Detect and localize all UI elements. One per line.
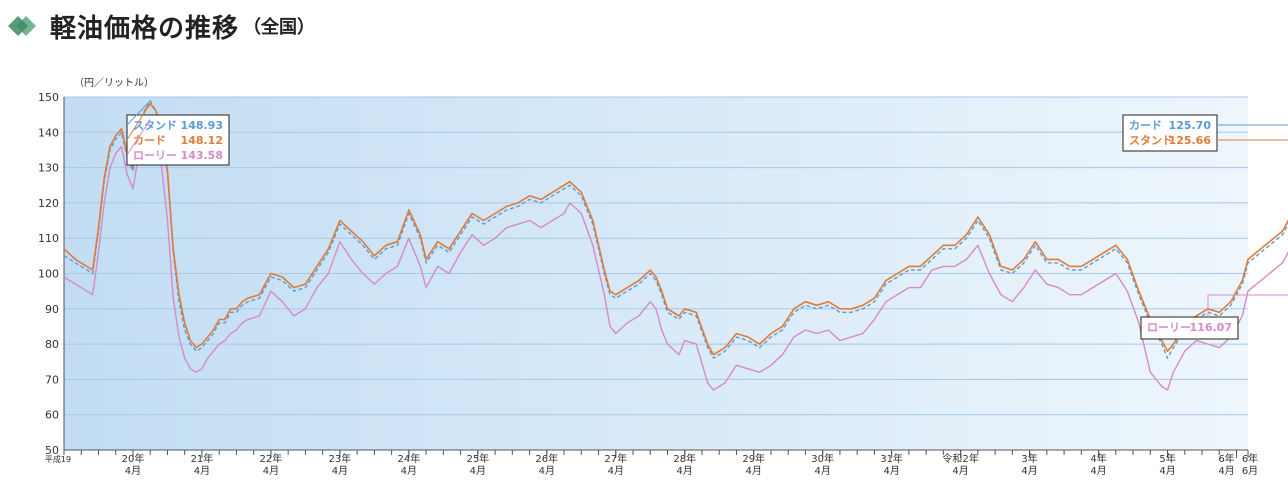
x-tick-label: 4月: [1090, 465, 1106, 477]
callout-name: カード: [1129, 119, 1162, 132]
y-tick-label: 140: [38, 126, 59, 139]
x-tick-label: 4月: [746, 465, 762, 477]
x-tick-label: 4月: [470, 465, 486, 477]
x-tick-label: 4月: [952, 465, 968, 477]
x-tick-label: 28年: [673, 452, 696, 465]
x-tick-label: 4年: [1090, 452, 1106, 465]
callout-name: スタンド: [1129, 134, 1173, 147]
x-tick-label: 25年: [466, 452, 489, 465]
x-tick-label: 4月: [814, 465, 830, 477]
callout-leader-line: [126, 119, 151, 156]
x-tick-label: 24年: [397, 452, 420, 465]
callout-value: 143.58: [181, 149, 223, 162]
callout-name: ローリー: [133, 149, 177, 162]
x-tick-label: 20年: [122, 452, 145, 465]
y-tick-label: 100: [38, 268, 59, 281]
x-tick-label: 平成19: [45, 454, 71, 464]
callout-value: 148.93: [181, 119, 223, 132]
x-tick-label: 6年: [1242, 452, 1258, 465]
y-axis-unit-label: （円／リットル）: [74, 77, 154, 89]
x-tick-label: 29年: [742, 452, 765, 465]
callout-leader-line: [126, 100, 151, 126]
y-tick-label: 120: [38, 197, 59, 210]
x-tick-label: 4月: [677, 465, 693, 477]
title-block: 軽油価格の推移 （全国）: [6, 8, 315, 44]
y-tick-label: 130: [38, 162, 59, 175]
callout-box-peak: [126, 114, 230, 166]
y-tick-label: 150: [38, 91, 59, 104]
x-tick-label: 26年: [535, 452, 558, 465]
series-lines: [63, 100, 1288, 391]
x-tick-label: 5年: [1159, 452, 1175, 465]
callout-value: 116.07: [1190, 321, 1232, 334]
x-tick-label: 4月: [539, 465, 555, 477]
callout-box-latest-top: [1122, 114, 1218, 152]
series-line-lorry: [63, 119, 1288, 391]
callout-leader-line: [1207, 294, 1288, 317]
y-tick-label: 90: [45, 303, 59, 316]
x-tick-label: 4月: [194, 465, 210, 477]
x-tick-label: 23年: [329, 452, 352, 465]
callout-leader-line: [126, 103, 151, 141]
x-tick-label: 31年: [880, 452, 903, 465]
x-tick-label: 4月: [332, 465, 348, 477]
x-tick-label: 4月: [401, 465, 417, 477]
y-tick-label: 60: [45, 409, 59, 422]
x-tick-label: 4月: [1159, 465, 1175, 477]
axes: （円／リットル） 50 60 70 80 90 100 110 120 130 140 150 平成19…: [38, 77, 1258, 477]
x-tick-label: 4月: [883, 465, 899, 477]
x-tick-label: 4月: [1021, 465, 1037, 477]
x-tick-label: 21年: [191, 452, 214, 465]
callout-value: 125.70: [1169, 119, 1212, 132]
x-tick-label: 22年: [260, 452, 283, 465]
callout-name: ローリー: [1147, 321, 1191, 334]
chart-subtitle: （全国）: [243, 17, 316, 38]
x-tick-label: 4月: [1218, 465, 1234, 477]
series-line-card: [63, 102, 1288, 356]
callout-value: 125.66: [1169, 134, 1212, 147]
x-tick-label: 6月: [1242, 465, 1258, 477]
x-tick-label: 4月: [125, 465, 141, 477]
y-tick-label: 70: [45, 373, 59, 386]
x-tick-label: 6年: [1218, 452, 1234, 465]
diamond-bullet-icon: [8, 16, 36, 36]
x-tick-label: 4月: [263, 465, 279, 477]
y-tick-label: 80: [45, 338, 59, 351]
callout-box-latest-bottom: [1140, 316, 1239, 340]
chart-title: 軽油価格の推移: [50, 13, 240, 44]
x-tick-label: 3年: [1021, 452, 1037, 465]
callout-value: 148.12: [181, 134, 223, 147]
gridlines: [64, 96, 1248, 416]
x-tick-label: 令和2年: [942, 452, 978, 465]
series-line-stand: [63, 100, 1288, 359]
x-tick-label: 27年: [604, 452, 627, 465]
x-tick-label: 30年: [811, 452, 834, 465]
x-tick-label: 4月: [608, 465, 624, 477]
y-tick-label: 50: [45, 444, 59, 457]
y-tick-label: 110: [38, 232, 59, 245]
callout-name: カード: [133, 134, 166, 147]
